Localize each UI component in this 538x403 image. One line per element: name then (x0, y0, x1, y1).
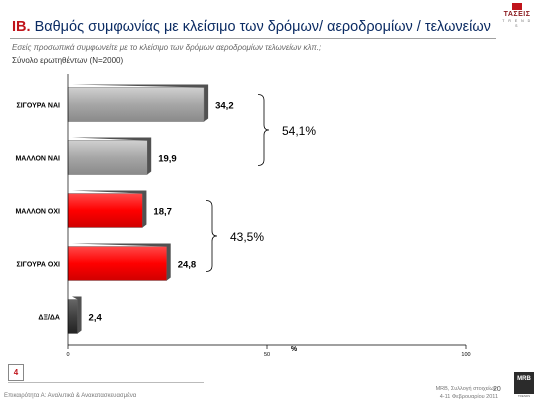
mrb-logo: MRB (514, 372, 534, 394)
category-label: ΜΑΛΛΟΝ ΝΑΙ (15, 156, 60, 163)
base-text: Σύνολο ερωτηθέντων (N=2000) (12, 56, 124, 65)
category-label: ΜΑΛΛΟΝ ΟΧΙ (15, 209, 60, 216)
page-number-box: 4 (8, 364, 24, 381)
mrb-logo-subtext: TRENDS (517, 394, 531, 398)
footer-source: MRB, Συλλογή στοιχείων: 4-11 Φεβρουαρίου… (436, 386, 498, 401)
bar-depth (72, 296, 82, 334)
question-text: Εσείς προσωπικά συμφωνείτε με το κλείσιμ… (12, 43, 322, 52)
logo-subtext: T R E N D S (502, 19, 532, 28)
bar (67, 140, 148, 175)
bar (67, 193, 143, 228)
category-label: ΣΙΓΟΥΡΑ ΟΧΙ (17, 262, 61, 269)
title-divider (10, 38, 496, 39)
bar (67, 246, 167, 281)
title-number: IB. (12, 19, 31, 35)
x-tick-label: 50 (264, 352, 270, 358)
group-brace (257, 94, 270, 166)
x-tick-label: 0 (66, 352, 69, 358)
footer-left-text: Επικαιρότητα Α: Αναλυτικά & Ανακατασκευα… (4, 393, 137, 399)
bar-value-label: 24,8 (178, 260, 197, 271)
group-brace (205, 200, 218, 272)
bar-value-label: 34,2 (215, 101, 234, 112)
group-total-label: 43,5% (230, 230, 264, 244)
bar (67, 87, 205, 122)
bar-value-label: 18,7 (153, 207, 172, 218)
slide-title: IB. Βαθμός συμφωνίας με κλείσιμο των δρό… (12, 19, 491, 35)
footer-source-line2: 4-11 Φεβρουαρίου 2011 (439, 393, 498, 400)
bar-value-label: 2,4 (89, 313, 103, 324)
tasis-logo: ΤΑΣΕΙΣ T R E N D S (500, 3, 534, 29)
group-total-label: 54,1% (282, 124, 316, 138)
category-label: ΔΞ/ΔΑ (38, 315, 60, 322)
bar (67, 299, 78, 334)
footer-divider (8, 382, 204, 383)
logo-mark-icon (512, 3, 522, 10)
footer-page-number: 20 (493, 386, 501, 393)
footer-source-line1: MRB, Συλλογή στοιχείων: (435, 386, 498, 392)
title-text: Βαθμός συμφωνίας με κλείσιμο των δρόμων/… (34, 19, 491, 35)
x-axis-label: % (291, 346, 298, 353)
x-tick-label: 100 (461, 352, 470, 358)
category-label: ΣΙΓΟΥΡΑ ΝΑΙ (17, 103, 61, 110)
logo-text: ΤΑΣΕΙΣ (503, 11, 531, 18)
bar-value-label: 19,9 (158, 154, 177, 165)
